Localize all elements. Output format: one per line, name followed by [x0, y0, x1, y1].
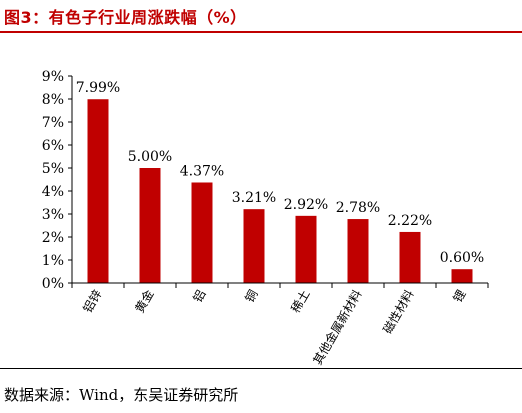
y-tick-label: 9%: [42, 69, 64, 85]
data-label: 3.21%: [232, 190, 276, 206]
y-tick-label: 3%: [42, 207, 64, 223]
bar-chart: 0% 1% 2% 3% 4% 5% 6% 7% 8% 9% 7.99% 5.00% 4.37% 3.21…: [42, 69, 489, 367]
y-tick-label: 0%: [42, 276, 64, 292]
y-tick-label: 4%: [42, 184, 64, 200]
x-category-label: 其他金属新材料: [310, 287, 365, 367]
x-category-label: 锂: [450, 287, 469, 305]
data-label: 7.99%: [76, 80, 120, 96]
y-tick-label: 7%: [42, 115, 64, 131]
bar: [399, 231, 421, 283]
y-tick-label: 2%: [42, 230, 64, 246]
footer-rule: [0, 368, 522, 369]
source-note: 数据来源：Wind，东吴证券研究所: [4, 386, 239, 404]
y-tick-label: 1%: [42, 253, 64, 269]
x-category-label: 磁性材料: [380, 287, 417, 336]
x-category-label: 铝锌: [80, 287, 105, 315]
bar: [295, 215, 317, 283]
x-category-label: 稀土: [288, 288, 312, 316]
data-labels: 7.99% 5.00% 4.37% 3.21% 2.92% 2.78% 2.22% 0.60%: [76, 80, 484, 266]
y-axis: 0% 1% 2% 3% 4% 5% 6% 7% 8% 9%: [42, 69, 73, 292]
bar: [191, 182, 213, 283]
bar: [243, 209, 265, 283]
bar: [87, 99, 109, 283]
figure-title: 图3：有色子行业周涨跌幅（%）: [4, 8, 247, 27]
title-rule: [0, 31, 522, 33]
bar: [347, 219, 369, 283]
data-label: 2.92%: [284, 197, 328, 213]
bar: [139, 168, 161, 283]
x-category-label: 铝: [190, 287, 209, 305]
bars: [87, 99, 473, 283]
data-label: 5.00%: [128, 149, 172, 165]
data-label: 2.22%: [388, 213, 432, 229]
data-label: 2.78%: [336, 200, 380, 216]
y-tick-label: 6%: [42, 138, 64, 154]
y-tick-label: 5%: [42, 161, 64, 177]
data-label: 0.60%: [440, 250, 484, 266]
data-label: 4.37%: [180, 163, 224, 179]
x-category-label: 铜: [242, 287, 261, 305]
bar: [451, 269, 473, 283]
y-tick-label: 8%: [42, 92, 64, 108]
x-category-label: 黄金: [132, 287, 157, 315]
